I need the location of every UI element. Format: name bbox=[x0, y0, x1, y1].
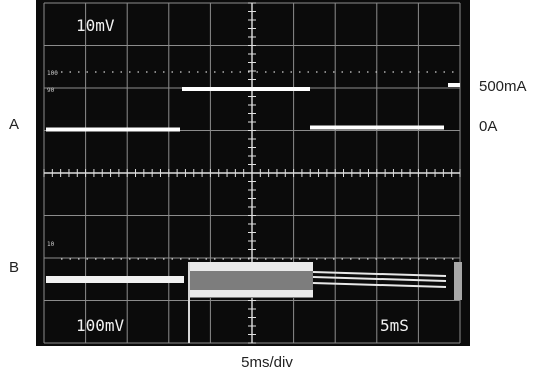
dotted-reference-lines bbox=[61, 71, 460, 260]
current-zero-label: 0A bbox=[479, 118, 498, 135]
oscilloscope-display: 100 90 10 10mV 100mV 5mS bbox=[36, 0, 470, 346]
graticule-label-10: 10 bbox=[47, 241, 55, 248]
readout-timebase: 5mS bbox=[380, 316, 409, 335]
trace-b-left bbox=[46, 276, 184, 283]
trace-b-burst-bottom bbox=[189, 290, 313, 297]
readout-top-volts: 10mV bbox=[76, 16, 115, 35]
time-scale-caption: 5ms/div bbox=[241, 354, 293, 371]
trace-a bbox=[46, 83, 460, 132]
channel-b-label: B bbox=[9, 259, 20, 276]
trace-b-burst-top bbox=[189, 262, 313, 271]
trace-b-right-edge bbox=[454, 262, 462, 300]
graticule-label-90: 90 bbox=[47, 87, 55, 94]
current-high-label: 500mA bbox=[479, 78, 527, 95]
trace-b bbox=[46, 262, 462, 343]
readout-bottom-volts: 100mV bbox=[76, 316, 125, 335]
center-axis-ticks bbox=[43, 169, 461, 177]
oscilloscope-screen: 100 90 10 10mV 100mV 5mS bbox=[36, 0, 470, 346]
trace-b-decay bbox=[312, 271, 447, 288]
graticule-label-100: 100 bbox=[47, 70, 58, 77]
channel-a-label: A bbox=[9, 116, 20, 133]
